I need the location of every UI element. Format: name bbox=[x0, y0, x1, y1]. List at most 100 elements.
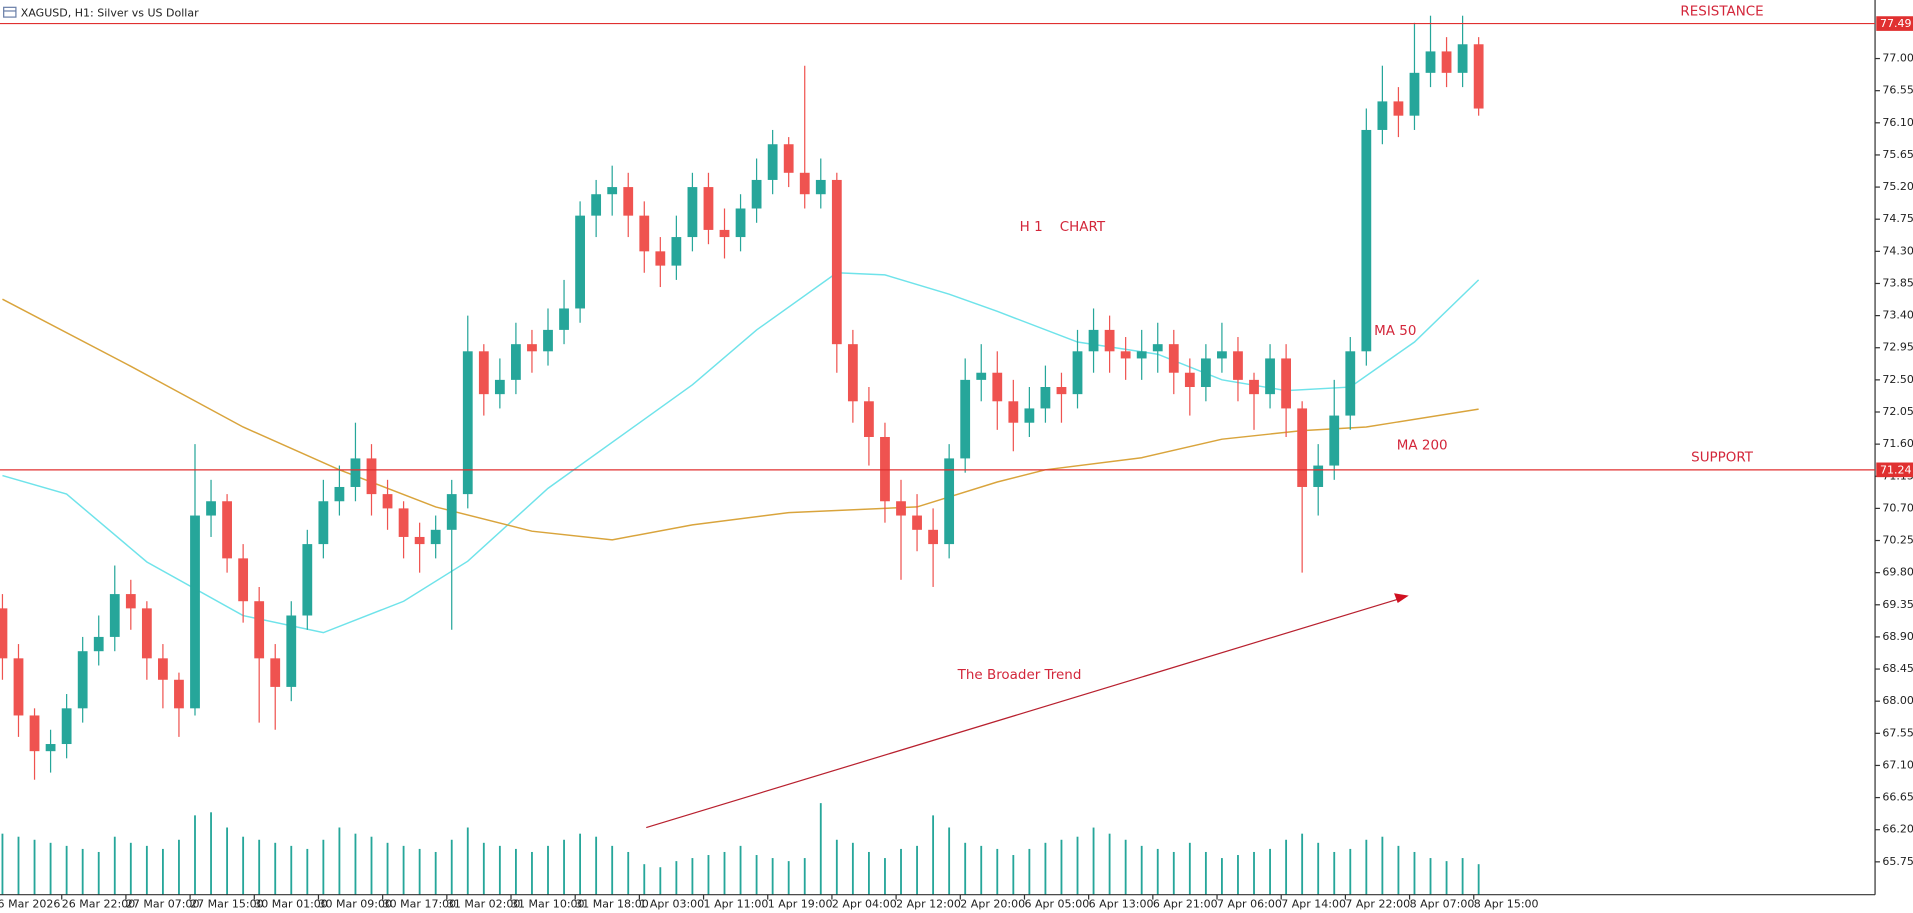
y-tick-label: 69.80 bbox=[1882, 566, 1913, 579]
trend-label: The Broader Trend bbox=[957, 668, 1082, 683]
y-tick-label: 73.85 bbox=[1882, 276, 1913, 289]
candle-body bbox=[847, 344, 858, 402]
candle-body bbox=[446, 494, 457, 530]
x-tick-label: 27 Mar 07:00 bbox=[126, 897, 200, 910]
chart-label: H 1 CHART bbox=[1020, 220, 1106, 235]
candle-body bbox=[1265, 358, 1275, 395]
x-tick-label: 1 Apr 19:00 bbox=[768, 897, 833, 910]
y-tick-label: 65.75 bbox=[1882, 855, 1913, 868]
y-tick-label: 66.65 bbox=[1882, 791, 1913, 804]
level-price-box bbox=[1876, 16, 1913, 31]
x-tick-label: 8 Apr 07:00 bbox=[1410, 897, 1475, 910]
y-tick-label: 72.95 bbox=[1882, 341, 1913, 354]
candle-body bbox=[1281, 358, 1291, 409]
candle-body bbox=[158, 658, 168, 680]
candle-body bbox=[1329, 415, 1340, 466]
candle-body bbox=[575, 215, 585, 309]
trend-arrow-head bbox=[1394, 593, 1409, 603]
candle-body bbox=[1409, 72, 1420, 116]
candle-body bbox=[735, 208, 746, 238]
y-tick-label: 68.00 bbox=[1882, 694, 1913, 707]
x-tick-label: 1 Apr 11:00 bbox=[704, 897, 769, 910]
candle-body bbox=[1168, 344, 1179, 373]
candle-body bbox=[1072, 351, 1083, 395]
candle-body bbox=[751, 179, 762, 209]
candle-body bbox=[960, 379, 971, 459]
y-tick-label: 68.90 bbox=[1882, 630, 1913, 643]
candle-body bbox=[93, 636, 104, 652]
candle-body bbox=[77, 651, 88, 709]
candle-body bbox=[29, 715, 40, 752]
candle-body bbox=[494, 379, 505, 395]
x-tick-label: 31 Mar 02:00 bbox=[447, 897, 521, 910]
y-tick-label: 77.00 bbox=[1882, 52, 1913, 65]
candle-body bbox=[623, 187, 634, 216]
trend-arrow bbox=[646, 598, 1398, 829]
candle-body bbox=[414, 536, 425, 545]
level-price-label: 71.24 bbox=[1880, 463, 1912, 476]
candle-body bbox=[591, 194, 602, 216]
plot-area bbox=[0, 15, 1484, 895]
x-tick-label: 6 Mar 2026 bbox=[0, 897, 60, 910]
candle-body bbox=[254, 601, 265, 659]
x-tick-label: 2 Apr 20:00 bbox=[960, 897, 1025, 910]
level-price-box bbox=[1876, 462, 1913, 478]
candle-body bbox=[1377, 101, 1388, 130]
candle-body bbox=[334, 486, 345, 502]
header-icon bbox=[3, 6, 17, 18]
candle-body bbox=[141, 608, 152, 659]
candle-body bbox=[671, 237, 682, 266]
candle-body bbox=[206, 501, 216, 516]
candle-body bbox=[783, 144, 794, 173]
candle-body bbox=[1152, 344, 1163, 352]
y-tick-label: 71.60 bbox=[1882, 437, 1913, 450]
candle-body bbox=[222, 501, 232, 559]
y-tick-label: 67.55 bbox=[1882, 726, 1913, 739]
x-tick-label: 2 Apr 12:00 bbox=[896, 897, 961, 910]
candle-body bbox=[767, 144, 778, 180]
candle-body bbox=[1249, 379, 1259, 395]
candle-body bbox=[831, 179, 842, 345]
candle-body bbox=[430, 529, 441, 545]
candle-body bbox=[190, 515, 200, 709]
candle-body bbox=[928, 529, 938, 545]
candle-body bbox=[174, 679, 184, 709]
candle-body bbox=[350, 458, 361, 487]
y-tick-label: 76.10 bbox=[1882, 116, 1913, 129]
candle-body bbox=[1088, 329, 1099, 352]
candle-body bbox=[1024, 408, 1035, 423]
candle-body bbox=[1361, 129, 1372, 352]
y-tick-label: 73.40 bbox=[1882, 309, 1913, 322]
candle-body bbox=[382, 494, 393, 509]
y-tick-label: 74.30 bbox=[1882, 244, 1913, 257]
candle-body bbox=[318, 501, 329, 545]
candle-body bbox=[639, 215, 650, 252]
candle-body bbox=[1345, 351, 1356, 416]
candle-body bbox=[1233, 351, 1243, 380]
candle-body bbox=[366, 458, 377, 495]
candle-body bbox=[976, 372, 987, 380]
candle-body bbox=[1457, 44, 1468, 73]
x-tick-label: 7 Apr 06:00 bbox=[1217, 897, 1282, 910]
candle-body bbox=[45, 744, 56, 752]
x-tick-label: 1 Apr 03:00 bbox=[639, 897, 704, 910]
x-tick-label: 6 Apr 21:00 bbox=[1153, 897, 1218, 910]
y-tick-label: 75.65 bbox=[1882, 148, 1913, 161]
candle-body bbox=[1217, 351, 1227, 359]
candle-body bbox=[1297, 408, 1308, 487]
chart-title: XAGUSD, H1: Silver vs US Dollar bbox=[21, 6, 199, 19]
candle-body bbox=[0, 608, 8, 659]
x-tick-label: 31 Mar 10:00 bbox=[511, 897, 585, 910]
candle-body bbox=[462, 351, 473, 495]
candle-body bbox=[1425, 51, 1436, 73]
candle-body bbox=[815, 179, 826, 195]
candle-body bbox=[398, 508, 409, 537]
y-tick-label: 70.70 bbox=[1882, 501, 1913, 514]
candle-body bbox=[607, 187, 618, 195]
y-tick-label: 68.45 bbox=[1882, 662, 1913, 675]
y-tick-label: 72.50 bbox=[1882, 373, 1913, 386]
candle-body bbox=[543, 329, 553, 352]
candle-body bbox=[703, 187, 714, 230]
